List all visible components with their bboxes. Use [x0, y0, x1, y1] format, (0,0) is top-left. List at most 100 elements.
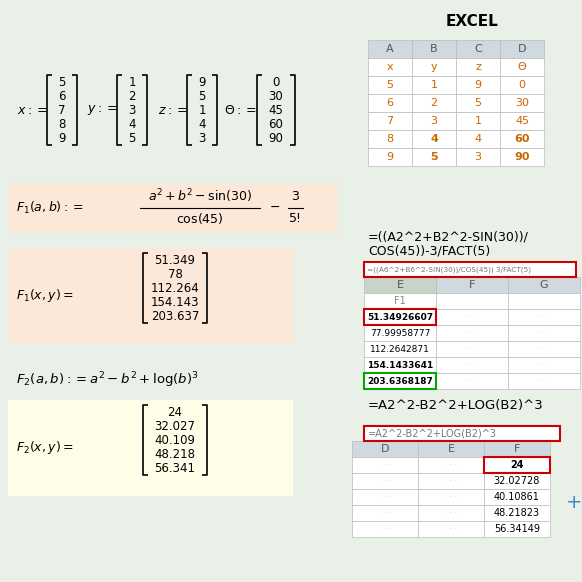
Text: 4: 4 [430, 134, 438, 144]
FancyBboxPatch shape [8, 183, 338, 233]
FancyBboxPatch shape [436, 325, 508, 341]
Text: · · ·: · · · [379, 460, 391, 470]
FancyBboxPatch shape [456, 94, 500, 112]
Text: · · ·: · · · [538, 360, 550, 370]
FancyBboxPatch shape [418, 441, 484, 457]
Text: 40.109: 40.109 [154, 434, 196, 446]
FancyBboxPatch shape [456, 148, 500, 166]
Text: · · ·: · · · [538, 313, 550, 321]
Text: 5: 5 [430, 152, 438, 162]
Text: =((A6^2+B6^2-SIN(30))/COS(45)) 3/FACT(5): =((A6^2+B6^2-SIN(30))/COS(45)) 3/FACT(5) [367, 266, 531, 273]
Text: 0: 0 [272, 76, 280, 88]
FancyBboxPatch shape [412, 112, 456, 130]
Text: 48.21823: 48.21823 [494, 508, 540, 518]
Text: 60: 60 [268, 118, 283, 130]
Text: y: y [431, 62, 437, 72]
Text: 9: 9 [474, 80, 481, 90]
Text: F1: F1 [394, 296, 406, 306]
Text: $-$: $-$ [269, 200, 281, 212]
Text: $z :=$: $z :=$ [158, 104, 187, 116]
Text: 48.218: 48.218 [154, 448, 196, 460]
Text: EXCEL: EXCEL [446, 15, 498, 30]
FancyBboxPatch shape [436, 277, 508, 293]
Text: 2: 2 [128, 90, 136, 102]
FancyBboxPatch shape [508, 277, 580, 293]
Text: 51.349: 51.349 [154, 254, 196, 267]
FancyBboxPatch shape [368, 94, 412, 112]
FancyBboxPatch shape [412, 76, 456, 94]
FancyBboxPatch shape [364, 293, 436, 309]
Text: 3: 3 [198, 132, 205, 144]
FancyBboxPatch shape [364, 341, 436, 357]
Text: 9: 9 [198, 76, 206, 88]
Text: · · ·: · · · [538, 377, 550, 385]
Text: · · ·: · · · [466, 345, 478, 353]
FancyBboxPatch shape [368, 130, 412, 148]
FancyBboxPatch shape [456, 40, 500, 58]
FancyBboxPatch shape [412, 94, 456, 112]
Text: 56.34149: 56.34149 [494, 524, 540, 534]
Text: +: + [566, 492, 582, 512]
Text: $3$: $3$ [290, 190, 300, 203]
FancyBboxPatch shape [368, 112, 412, 130]
Text: 45: 45 [515, 116, 529, 126]
Text: 9: 9 [386, 152, 393, 162]
Text: 6: 6 [386, 98, 393, 108]
Text: 203.6368187: 203.6368187 [367, 377, 433, 385]
Text: · · ·: · · · [538, 345, 550, 353]
Text: z: z [475, 62, 481, 72]
Text: 40.10861: 40.10861 [494, 492, 540, 502]
Text: 1: 1 [474, 116, 481, 126]
FancyBboxPatch shape [500, 94, 544, 112]
Text: $F_1(a,b) :=$: $F_1(a,b) :=$ [16, 200, 84, 216]
FancyBboxPatch shape [352, 505, 418, 521]
Text: B: B [430, 44, 438, 54]
Text: 60: 60 [514, 134, 530, 144]
Text: $F_1(x, y) =$: $F_1(x, y) =$ [16, 288, 74, 304]
FancyBboxPatch shape [412, 40, 456, 58]
Text: · · ·: · · · [466, 360, 478, 370]
FancyBboxPatch shape [436, 341, 508, 357]
Text: =((A2^2+B2^2-SIN(30))/: =((A2^2+B2^2-SIN(30))/ [368, 230, 529, 243]
Text: 4: 4 [474, 134, 481, 144]
Text: 5: 5 [128, 132, 136, 144]
Text: $5!$: $5!$ [289, 212, 301, 225]
Text: · · ·: · · · [538, 328, 550, 338]
Text: $a^2 + b^2 - \sin(30)$: $a^2 + b^2 - \sin(30)$ [148, 187, 252, 205]
Text: 3: 3 [474, 152, 481, 162]
Text: 112.264: 112.264 [151, 282, 200, 294]
Text: · · ·: · · · [445, 509, 457, 517]
FancyBboxPatch shape [412, 58, 456, 76]
Text: 4: 4 [198, 118, 206, 130]
Text: · · ·: · · · [445, 460, 457, 470]
Text: 56.341: 56.341 [154, 462, 196, 474]
Text: · · ·: · · · [379, 492, 391, 502]
Text: 154.1433641: 154.1433641 [367, 360, 433, 370]
FancyBboxPatch shape [456, 58, 500, 76]
FancyBboxPatch shape [484, 457, 550, 473]
FancyBboxPatch shape [508, 357, 580, 373]
Text: =A2^2-B2^2+LOG(B2)^3: =A2^2-B2^2+LOG(B2)^3 [368, 399, 544, 413]
FancyBboxPatch shape [364, 309, 436, 325]
FancyBboxPatch shape [368, 40, 412, 58]
Text: 24: 24 [510, 460, 524, 470]
FancyBboxPatch shape [364, 373, 436, 389]
Text: 5: 5 [58, 76, 66, 88]
Text: 1: 1 [198, 104, 206, 116]
Text: D: D [381, 444, 389, 454]
Text: F: F [469, 280, 475, 290]
Text: 2: 2 [431, 98, 438, 108]
FancyBboxPatch shape [508, 293, 580, 309]
FancyBboxPatch shape [500, 130, 544, 148]
Text: 51.34926607: 51.34926607 [367, 313, 433, 321]
Text: x: x [386, 62, 393, 72]
FancyBboxPatch shape [500, 76, 544, 94]
Text: $x :=$: $x :=$ [16, 104, 47, 116]
FancyBboxPatch shape [368, 76, 412, 94]
FancyBboxPatch shape [364, 373, 436, 389]
Text: 7: 7 [386, 116, 393, 126]
Text: 5: 5 [198, 90, 205, 102]
Text: 1: 1 [128, 76, 136, 88]
Text: 30: 30 [269, 90, 283, 102]
FancyBboxPatch shape [500, 148, 544, 166]
